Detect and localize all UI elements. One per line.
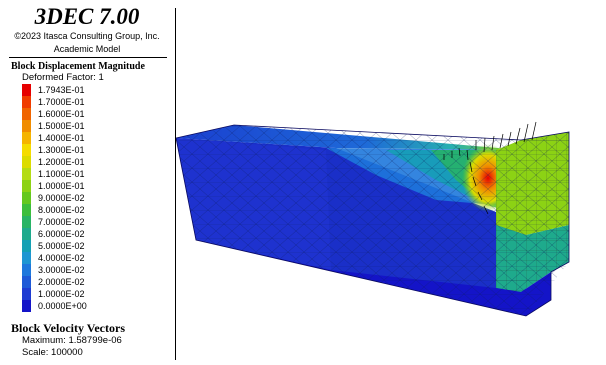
legend-swatch <box>22 216 31 228</box>
velocity-scale: Scale: 100000 <box>22 347 83 358</box>
legend-label: 1.6000E-01 <box>38 109 85 119</box>
legend-label: 0.0000E+00 <box>38 301 87 311</box>
legend-label: 2.0000E-02 <box>38 277 85 287</box>
velocity-legend-title: Block Velocity Vectors <box>11 321 125 335</box>
legend-label: 9.0000E-02 <box>38 193 85 203</box>
legend-swatch <box>22 120 31 132</box>
panel-divider <box>175 8 176 360</box>
velocity-maximum: Maximum: 1.58799e-06 <box>22 335 122 346</box>
legend-swatch <box>22 288 31 300</box>
legend-swatch <box>22 192 31 204</box>
legend-label: 1.7943E-01 <box>38 85 85 95</box>
legend-label: 1.3000E-01 <box>38 145 85 155</box>
legend-swatch <box>22 276 31 288</box>
legend-swatch <box>22 156 31 168</box>
legend-swatch <box>22 108 31 120</box>
license-text: Academic Model <box>53 44 121 54</box>
legend-swatch <box>22 168 31 180</box>
legend-label: 1.5000E-01 <box>38 121 85 131</box>
velocity-vectors <box>443 121 537 215</box>
legend-label: 4.0000E-02 <box>38 253 85 263</box>
legend-swatch <box>22 252 31 264</box>
displacement-legend-title: Block Displacement Magnitude <box>11 61 145 72</box>
legend-swatch <box>22 264 31 276</box>
legend-label: 1.7000E-01 <box>38 97 85 107</box>
legend-swatch <box>22 96 31 108</box>
legend-swatch <box>22 84 31 96</box>
app-title: 3DEC 7.00 <box>34 4 140 29</box>
legend-divider <box>9 57 167 58</box>
legend-swatch <box>22 144 31 156</box>
legend-label: 1.0000E-01 <box>38 181 85 191</box>
legend-swatch <box>22 204 31 216</box>
legend-swatch <box>22 180 31 192</box>
model-viewport[interactable] <box>175 0 606 360</box>
legend-label: 6.0000E-02 <box>38 229 85 239</box>
legend-swatch <box>22 240 31 252</box>
legend-swatch <box>22 228 31 240</box>
copyright-text: ©2023 Itasca Consulting Group, Inc. <box>14 31 160 41</box>
legend-label: 5.0000E-02 <box>38 241 85 251</box>
legend-panel: 3DEC 7.00 ©2023 Itasca Consulting Group,… <box>0 0 174 360</box>
legend-label: 1.2000E-01 <box>38 157 85 167</box>
legend-label: 1.4000E-01 <box>38 133 85 143</box>
legend-label: 3.0000E-02 <box>38 265 85 275</box>
legend-label: 8.0000E-02 <box>38 205 85 215</box>
legend-swatch <box>22 300 31 312</box>
model-block <box>175 124 570 317</box>
deformed-factor: Deformed Factor: 1 <box>22 72 104 83</box>
legend-label: 7.0000E-02 <box>38 217 85 227</box>
legend-swatch <box>22 132 31 144</box>
legend-label: 1.0000E-02 <box>38 289 85 299</box>
legend-label: 1.1000E-01 <box>38 169 85 179</box>
